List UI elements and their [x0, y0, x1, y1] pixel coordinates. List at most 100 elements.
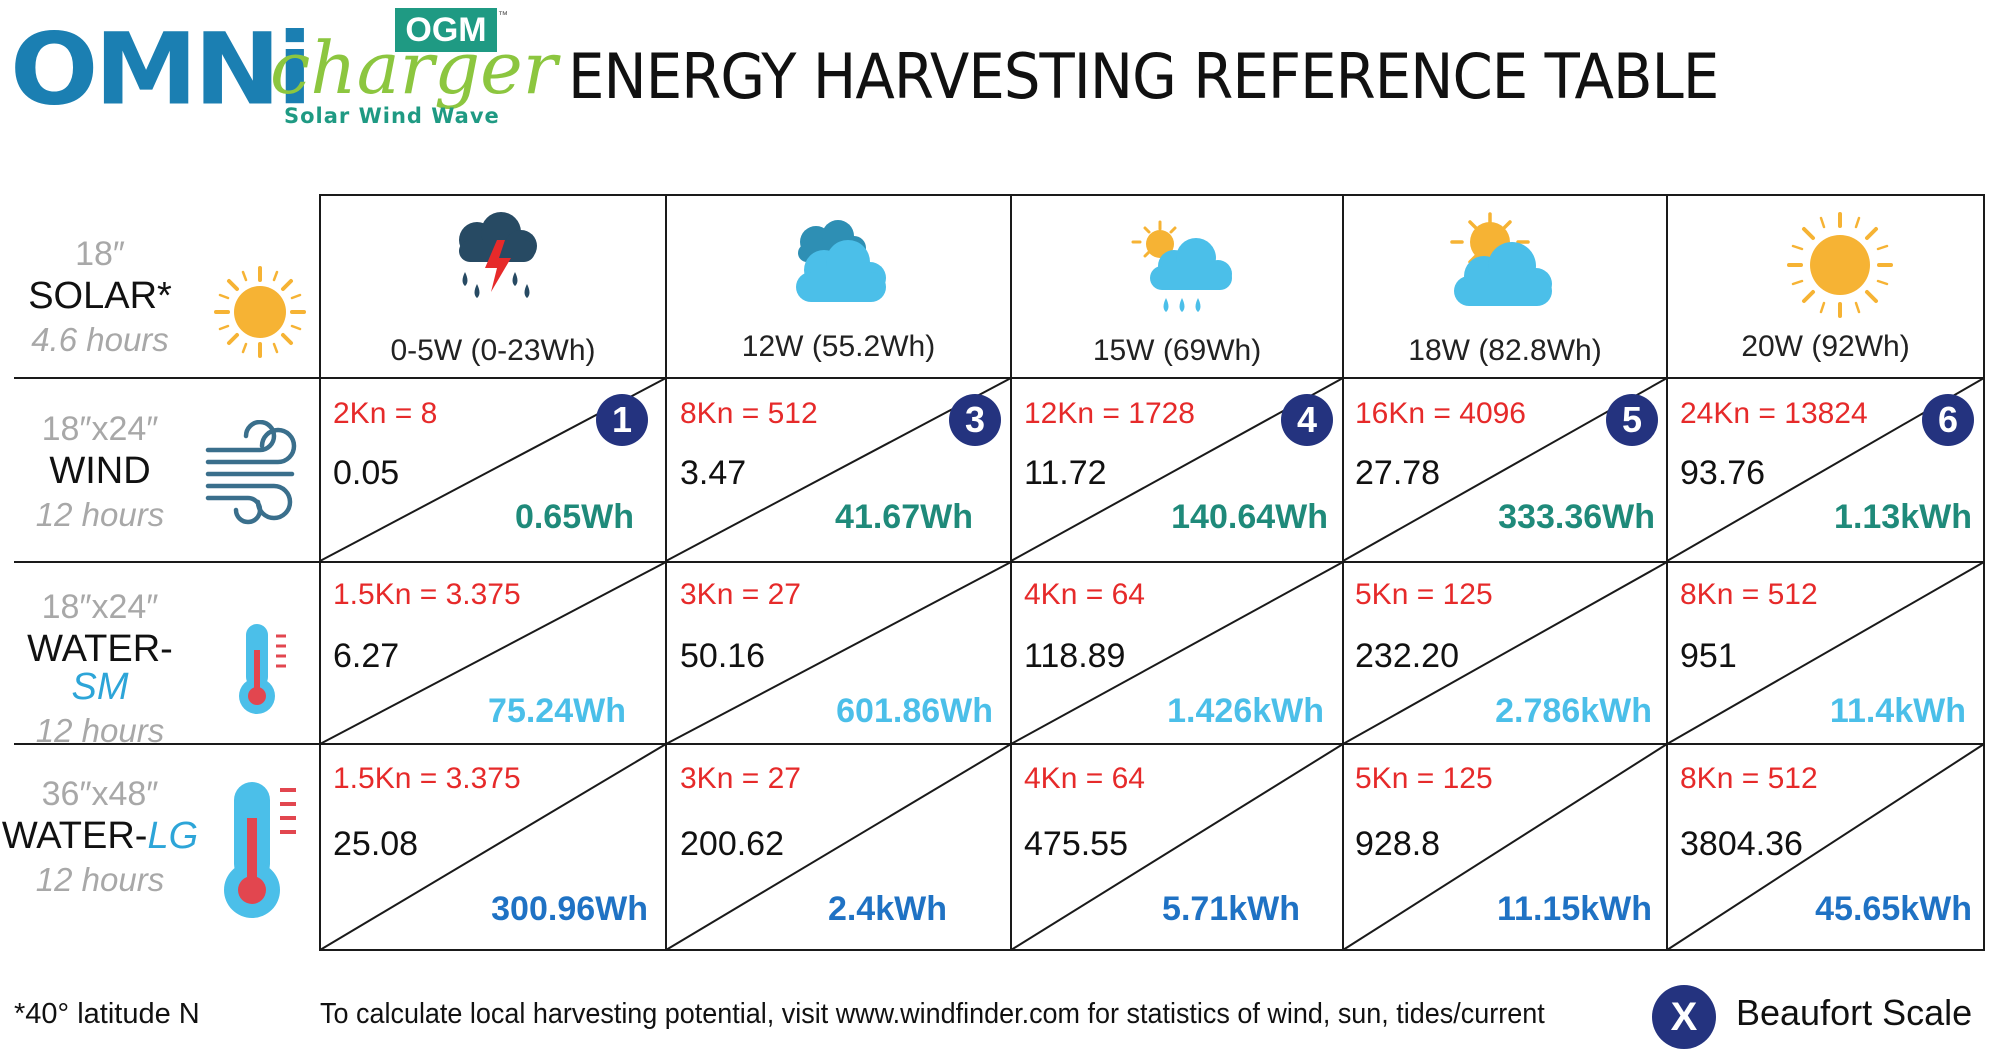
- water-sm-total: 2.786kWh: [1495, 692, 1652, 730]
- wind-row-name: WIND: [49, 450, 151, 492]
- water-sm-total: 75.24Wh: [488, 692, 626, 730]
- wind-total: 0.65Wh: [514, 498, 634, 536]
- row-label-wind: 18″x24″ WIND 12 hours: [0, 412, 200, 531]
- water-sm-total: 11.4kWh: [1829, 692, 1966, 730]
- diagonal-line: [319, 561, 667, 745]
- solar-output-col4: 18W (82.8Wh): [1408, 334, 1602, 367]
- wind-watts: 11.72: [1024, 454, 1107, 492]
- solar-output-col5: 20W (92Wh): [1741, 330, 1910, 363]
- diagonal-line: [1010, 743, 1344, 951]
- water-lg-total: 11.15kWh: [1497, 890, 1652, 928]
- water-lg-hours: 12 hours: [35, 861, 165, 898]
- row-label-water-lg: 36″x48″ WATER-LG 12 hours: [0, 777, 200, 896]
- beaufort-legend-label: Beaufort Scale: [1736, 992, 1973, 1033]
- logo-ogm-badge: OGM: [395, 8, 497, 52]
- water-lg-knots: 8Kn = 512: [1680, 762, 1818, 795]
- water-lg-watts: 3804.36: [1680, 825, 1803, 863]
- solar-output-col3: 15W (69Wh): [1092, 334, 1262, 367]
- wind-knots: 12Kn = 1728: [1024, 397, 1195, 430]
- solar-panel-size: 18″: [75, 235, 125, 273]
- water-sm-knots: 4Kn = 64: [1024, 578, 1145, 611]
- row-label-solar: 18″ SOLAR* 4.6 hours: [0, 237, 200, 356]
- water-lg-knots: 4Kn = 64: [1024, 762, 1145, 795]
- grid-line: [1983, 194, 1985, 951]
- diagonal-line: [1342, 743, 1668, 951]
- water-sm-watts: 951: [1680, 637, 1737, 675]
- grid-line: [319, 194, 321, 951]
- grid-line: [14, 377, 1984, 379]
- water-sm-watts: 50.16: [680, 637, 766, 675]
- water-sm-row-name: WATER-SM: [27, 628, 173, 708]
- water-lg-watts: 475.55: [1024, 825, 1128, 863]
- water-sm-knots: 1.5Kn = 3.375: [333, 578, 521, 611]
- water-lg-total: 2.4kWh: [827, 890, 947, 928]
- calc-footnote: To calculate local harvesting potential,…: [320, 998, 1545, 1030]
- grid-line: [14, 561, 1984, 563]
- solar-output-col1: 0-5W (0-23Wh): [390, 334, 596, 367]
- beaufort-badge: 6: [1922, 394, 1974, 446]
- grid-line: [665, 194, 667, 951]
- water-lg-total: 5.71kWh: [1162, 890, 1300, 928]
- wind-watts: 3.47: [680, 454, 747, 492]
- wind-total: 41.67Wh: [835, 498, 973, 536]
- grid-line: [320, 949, 1984, 951]
- grid-line: [14, 743, 1984, 745]
- water-lg-knots: 3Kn = 27: [680, 762, 801, 795]
- sun-rain-icon: [1131, 220, 1232, 312]
- wind-knots: 16Kn = 4096: [1355, 397, 1526, 430]
- thermometer-large-icon: [224, 782, 296, 918]
- beaufort-badge: 5: [1606, 394, 1658, 446]
- wind-watts: 93.76: [1680, 454, 1766, 492]
- wind-total: 140.64Wh: [1171, 498, 1328, 536]
- diagonal-line: [1010, 561, 1344, 745]
- solar-output-col2: 12W (55.2Wh): [741, 330, 936, 363]
- diagonal-line: [1666, 743, 1985, 951]
- wind-watts: 0.05: [333, 454, 400, 492]
- partly-cloudy-icon: [1450, 212, 1552, 306]
- wind-knots: 8Kn = 512: [680, 397, 818, 430]
- solar-row-name: SOLAR*: [28, 275, 172, 317]
- wind-total: 1.13kWh: [1834, 498, 1972, 536]
- water-lg-panel-size: 36″x48″: [41, 775, 159, 813]
- water-sm-watts: 232.20: [1355, 637, 1459, 675]
- wind-icon: [205, 420, 297, 525]
- water-sm-knots: 8Kn = 512: [1680, 578, 1818, 611]
- water-sm-knots: 5Kn = 125: [1355, 578, 1493, 611]
- wind-knots: 2Kn = 8: [333, 397, 438, 430]
- grid-line: [1342, 194, 1344, 951]
- logo-trademark: ™: [498, 10, 508, 21]
- beaufort-badge: 3: [949, 394, 1001, 446]
- water-sm-panel-size: 18″x24″: [41, 588, 159, 626]
- water-sm-hours: 12 hours: [35, 712, 165, 749]
- beaufort-badge: 1: [596, 394, 648, 446]
- wind-panel-size: 18″x24″: [41, 410, 159, 448]
- water-lg-row-name: WATER-LG: [1, 815, 199, 857]
- diagonal-line: [665, 743, 1012, 951]
- grid-line: [320, 194, 1984, 196]
- beaufort-legend-icon: X: [1652, 985, 1716, 1049]
- water-sm-watts: 118.89: [1024, 637, 1126, 675]
- wind-total: 333.36Wh: [1498, 498, 1655, 536]
- water-lg-knots: 5Kn = 125: [1355, 762, 1493, 795]
- beaufort-badge: 4: [1281, 394, 1333, 446]
- cloudy-icon: [796, 220, 886, 302]
- logo-tagline: Solar Wind Wave: [284, 104, 500, 128]
- latitude-footnote: *40° latitude N: [14, 998, 200, 1030]
- solar-hours: 4.6 hours: [31, 321, 169, 358]
- diagonal-line: [665, 561, 1012, 745]
- grid-line: [1666, 194, 1668, 951]
- grid-line: [1010, 194, 1012, 951]
- water-lg-total: 300.96Wh: [491, 890, 648, 928]
- diagonal-line: [1666, 561, 1985, 745]
- water-sm-total: 1.426kWh: [1167, 692, 1324, 730]
- diagonal-line: [319, 743, 667, 951]
- diagonal-line: [1342, 561, 1668, 745]
- water-lg-watts: 200.62: [680, 825, 784, 863]
- water-lg-knots: 1.5Kn = 3.375: [333, 762, 521, 795]
- storm-icon: [459, 212, 537, 298]
- water-sm-knots: 3Kn = 27: [680, 578, 801, 611]
- water-lg-watts: 25.08: [333, 825, 419, 863]
- wind-knots: 24Kn = 13824: [1680, 397, 1868, 430]
- wind-hours: 12 hours: [35, 496, 165, 533]
- thermometer-small-icon: [239, 624, 286, 714]
